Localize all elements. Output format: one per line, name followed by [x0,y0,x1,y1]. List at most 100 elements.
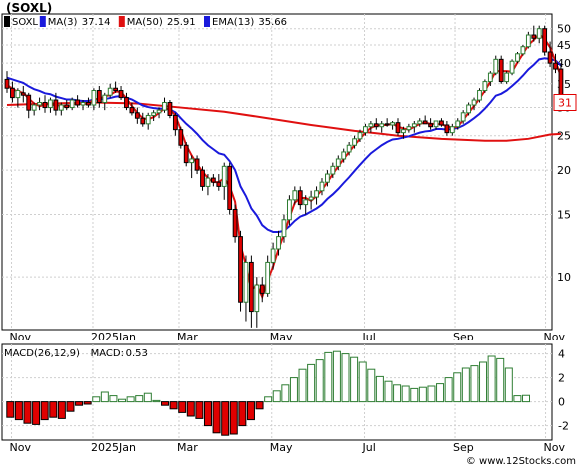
macd-bar-negative [66,401,75,412]
legend-swatch [118,16,125,27]
candle-up [145,114,151,125]
price-y-tick-label: 50 [557,23,571,36]
candle-down [542,28,548,53]
macd-bar-positive [496,357,505,403]
candle-up [48,99,53,109]
candle-down [248,261,254,313]
candle-up [466,104,472,114]
candle-up [265,261,271,294]
macd-bar-negative [169,401,178,410]
candle-up [509,60,515,74]
macd-x-tick-label: Mar [177,441,198,454]
candle-down [498,58,504,83]
candle-up [335,158,341,167]
candle-up [411,123,417,128]
candle-down [124,97,129,109]
candle-down [547,51,553,64]
price-plot-area [1,13,553,331]
price-x-tick-label: Nov [10,331,32,340]
macd-bar-negative [75,401,84,406]
candle-up [515,53,520,62]
macd-bar-positive [118,398,127,403]
macd-bar-negative [40,401,49,421]
candle-up [493,58,499,74]
legend-swatch [39,16,46,27]
macd-bar-positive [393,384,402,403]
candle-down [216,181,222,187]
macd-bar-positive [100,391,109,403]
candle-down [395,122,401,134]
candle-up [80,101,86,106]
candle-down [42,101,48,109]
candle-up [270,248,276,263]
macd-bar-positive [324,351,333,403]
candle-up [281,219,287,238]
candle-up [346,144,352,153]
macd-bar-positive [281,384,290,403]
candle-down [439,120,444,126]
macd-bar-positive [453,372,462,403]
candle-down [178,129,184,146]
macd-bar-positive [143,392,152,403]
legend-value: 25.91 [167,17,196,28]
macd-bar-positive [109,395,118,403]
candle-down [118,90,124,99]
candle-up [536,28,542,39]
candle-up [471,99,477,106]
macd-y-tick-label: 0 [558,396,565,409]
candle-up [363,126,368,134]
candle-down [422,120,428,125]
legend-swatch [4,16,10,27]
macd-bar-positive [513,395,522,403]
macd-bar-positive [470,365,479,403]
candle-up [37,101,42,106]
macd-x-tick-label: May [270,441,293,454]
price-y-tick-label: 10 [557,271,571,284]
candle-up [341,151,347,160]
price-chart: 504540353025201510Nov2025JanMarMayJulSep… [1,13,577,340]
candle-down [428,123,433,128]
candle-up [460,112,466,122]
macd-bar-positive [384,380,393,403]
legend-label: MA(50) [127,17,163,28]
candle-down [10,87,15,99]
macd-bar-positive [444,377,453,403]
candle-up [449,126,455,134]
macd-bar-positive [487,355,496,403]
candle-up [406,126,412,131]
macd-bar-positive [272,390,281,403]
candle-down [531,34,537,39]
candle-up [504,72,510,83]
candle-down [75,99,81,106]
macd-bar-positive [289,377,298,403]
candle-down [167,101,173,116]
macd-x-tick-label: Nov [10,441,32,454]
candle-down [96,90,102,103]
candle-up [189,158,195,164]
candle-down [140,117,146,125]
candle-down [200,169,205,187]
macd-bar-negative [246,401,255,421]
candle-down [86,101,91,106]
candle-down [210,177,216,183]
candle-up [91,90,97,106]
candle-down [259,284,265,294]
macd-bar-positive [307,363,316,403]
macd-legend-value: 0.53 [126,348,148,359]
price-y-tick-label: 15 [557,209,571,222]
candle-up [325,173,330,183]
macd-bar-positive [315,359,324,403]
ma50-line [6,101,561,142]
candle-up [303,199,309,206]
candle-up [308,196,314,201]
candle-down [20,92,26,96]
candle-up [379,123,385,128]
candle-down [113,87,119,92]
macd-bar-negative [178,401,187,413]
price-y-tick-label: 20 [557,164,571,177]
macd-x-tick-label: Jul [362,441,376,454]
candle-up [401,129,406,134]
candle-up [156,109,162,114]
macd-x-tick-label: 2025Jan [91,441,136,454]
macd-y-tick-label: -2 [558,420,569,433]
